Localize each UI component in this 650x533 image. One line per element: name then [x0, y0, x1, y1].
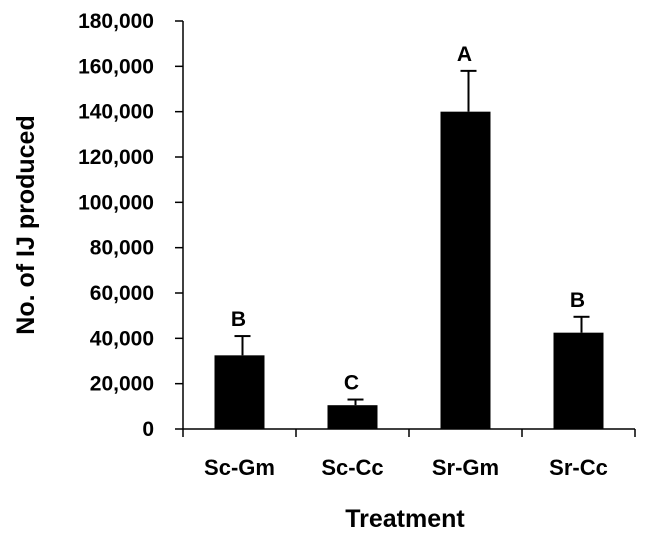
y-axis-ticks: 0 20,000 40,000 60,000 80,000 100,000 120,000 1…	[78, 10, 183, 441]
bar-sr-gm	[440, 111, 491, 430]
y-tick-label: 0	[142, 418, 154, 441]
x-category-label: Sc-Gm	[204, 455, 275, 480]
x-axis-title: Treatment	[345, 505, 465, 533]
bars	[214, 111, 604, 430]
bar-sc-gm	[214, 355, 265, 429]
x-category-label: Sr-Cc	[549, 455, 608, 480]
y-tick-label: 80,000	[90, 237, 154, 260]
bar-sc-cc	[327, 405, 378, 429]
y-tick-label: 160,000	[78, 55, 154, 78]
x-category-label: Sr-Gm	[432, 455, 499, 480]
bar-sr-cc	[553, 332, 604, 429]
significance-letter: B	[231, 308, 246, 331]
significance-letter: A	[457, 43, 472, 66]
y-tick-label: 60,000	[90, 282, 154, 305]
y-tick-label: 180,000	[78, 10, 154, 33]
y-tick-label: 140,000	[78, 101, 154, 124]
significance-letters: B C A B	[231, 43, 585, 395]
y-tick-label: 40,000	[90, 327, 154, 350]
x-category-label: Sc-Cc	[321, 455, 383, 480]
x-axis-categories: Sc-Gm Sc-Cc Sr-Gm Sr-Cc	[204, 455, 608, 480]
y-tick-label: 100,000	[78, 191, 154, 214]
y-axis-title: No. of IJ produced	[12, 115, 40, 334]
significance-letter: B	[570, 289, 585, 312]
significance-letter: C	[344, 372, 359, 395]
error-bars	[234, 69, 590, 406]
y-tick-label: 120,000	[78, 146, 154, 169]
y-tick-label: 20,000	[90, 373, 154, 396]
